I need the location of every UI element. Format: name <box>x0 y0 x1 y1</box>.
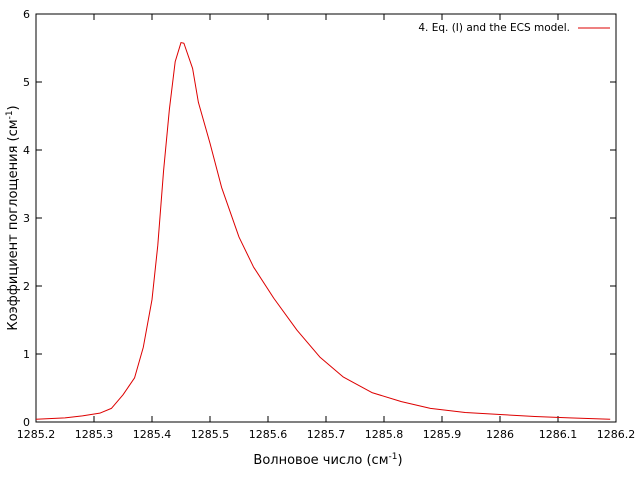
x-tick-label: 1285.4 <box>133 428 172 441</box>
y-axis-title-sup: -1 <box>5 110 15 119</box>
x-axis-title: Волновое число (см-1) <box>253 452 402 468</box>
x-axis: 1285.2 1285.3 1285.4 1285.5 1285.6 1285.7 1285… <box>17 14 636 441</box>
y-axis-title-end: ) <box>6 105 21 110</box>
x-tick-label: 1286 <box>486 428 514 441</box>
x-tick-label: 1285.2 <box>17 428 56 441</box>
y-tick-label: 4 <box>23 144 30 157</box>
y-tick-label: 0 <box>23 416 30 429</box>
x-axis-title-end: ) <box>397 453 402 468</box>
x-tick-label: 1285.5 <box>191 428 230 441</box>
plot-frame <box>35 13 617 423</box>
x-tick-label: 1286.1 <box>539 428 578 441</box>
y-tick-label: 5 <box>23 76 30 89</box>
series-layer <box>35 42 611 420</box>
legend: 4. Eq. (I) and the ECS model. <box>418 22 610 34</box>
legend-label: 4. Eq. (I) and the ECS model. <box>418 22 570 34</box>
y-tick-label: 6 <box>23 8 30 21</box>
x-tick-label: 1285.8 <box>365 428 404 441</box>
x-tick-label: 1285.6 <box>249 428 288 441</box>
x-tick-label: 1285.9 <box>423 428 462 441</box>
x-tick-label: 1285.7 <box>307 428 346 441</box>
x-axis-title-sup: -1 <box>389 452 398 462</box>
y-axis-title: Коэффициент поглощения (см-1) <box>5 105 21 330</box>
x-tick-label: 1285.3 <box>75 428 114 441</box>
series-line <box>35 42 611 420</box>
y-tick-label: 3 <box>23 212 30 225</box>
y-tick-label: 1 <box>23 348 30 361</box>
y-tick-label: 2 <box>23 280 30 293</box>
x-tick-label: 1286.2 <box>597 428 636 441</box>
y-axis: 0 1 2 3 4 5 6 <box>23 8 616 429</box>
